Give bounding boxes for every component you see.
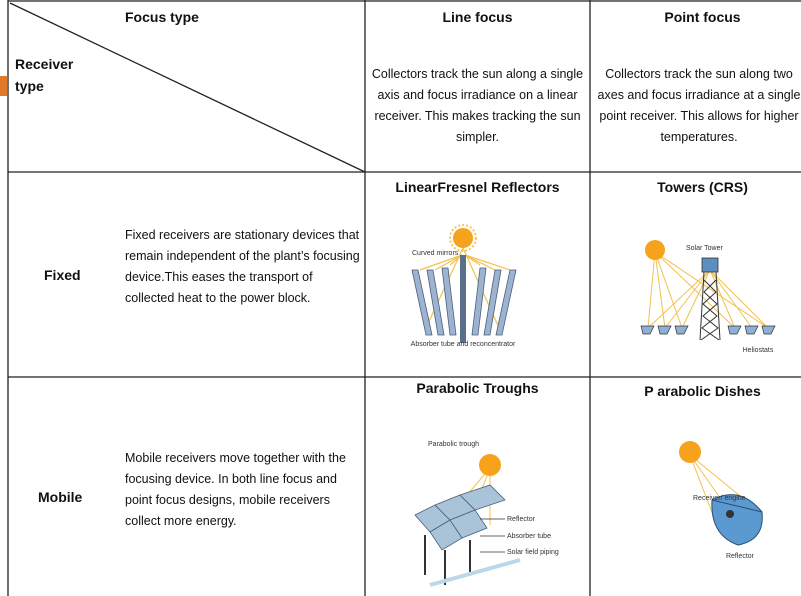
figure-label: Reflector [726, 553, 755, 560]
focus-type-label: Focus type [125, 9, 199, 25]
figure-label: Absorber tube [507, 533, 551, 540]
tower-figure: Solar Tower Heliostats [640, 240, 776, 354]
figure-label: Heliostats [743, 347, 774, 354]
figure-label: Receiver/ engine [693, 495, 746, 502]
dish-figure: Receiver/ engine Reflector [679, 441, 763, 560]
receiver-type-label: Receiver type [15, 56, 74, 94]
figure-label: Parabolic trough [428, 441, 479, 448]
table-grid [7, 0, 801, 596]
column-title: Point focus [664, 9, 741, 25]
trough-figure: Parabolic trough Reflector Absorber tube… [414, 441, 559, 587]
figure-label: Solar Tower [686, 245, 724, 252]
cell-title: LinearFresnel Reflectors [395, 179, 560, 195]
figure-label: Solar field piping [507, 549, 559, 556]
row-label: Fixed [44, 267, 81, 283]
column-description: Collectors track the sun along two axes … [597, 67, 801, 144]
figure-label: Curved mirrors [412, 250, 459, 257]
column-description: Collectors track the sun along a single … [371, 67, 584, 144]
cell-title: Towers (CRS) [657, 179, 748, 195]
cell-title: Parabolic Troughs [416, 380, 539, 396]
column-title: Line focus [442, 9, 513, 25]
row-label: Mobile [38, 489, 83, 505]
row-description: Fixed receivers are stationary devices t… [125, 228, 360, 305]
fresnel-figure: Curved mirrors Absorber tube and reconce… [411, 224, 517, 348]
figure-label: Absorber tube and reconcentrator [411, 341, 516, 348]
row-description: Mobile receivers move together with the … [125, 451, 346, 528]
figure-label: Reflector [507, 516, 536, 523]
cell-title: P arabolic Dishes [644, 383, 761, 399]
slide-marker [0, 76, 7, 96]
